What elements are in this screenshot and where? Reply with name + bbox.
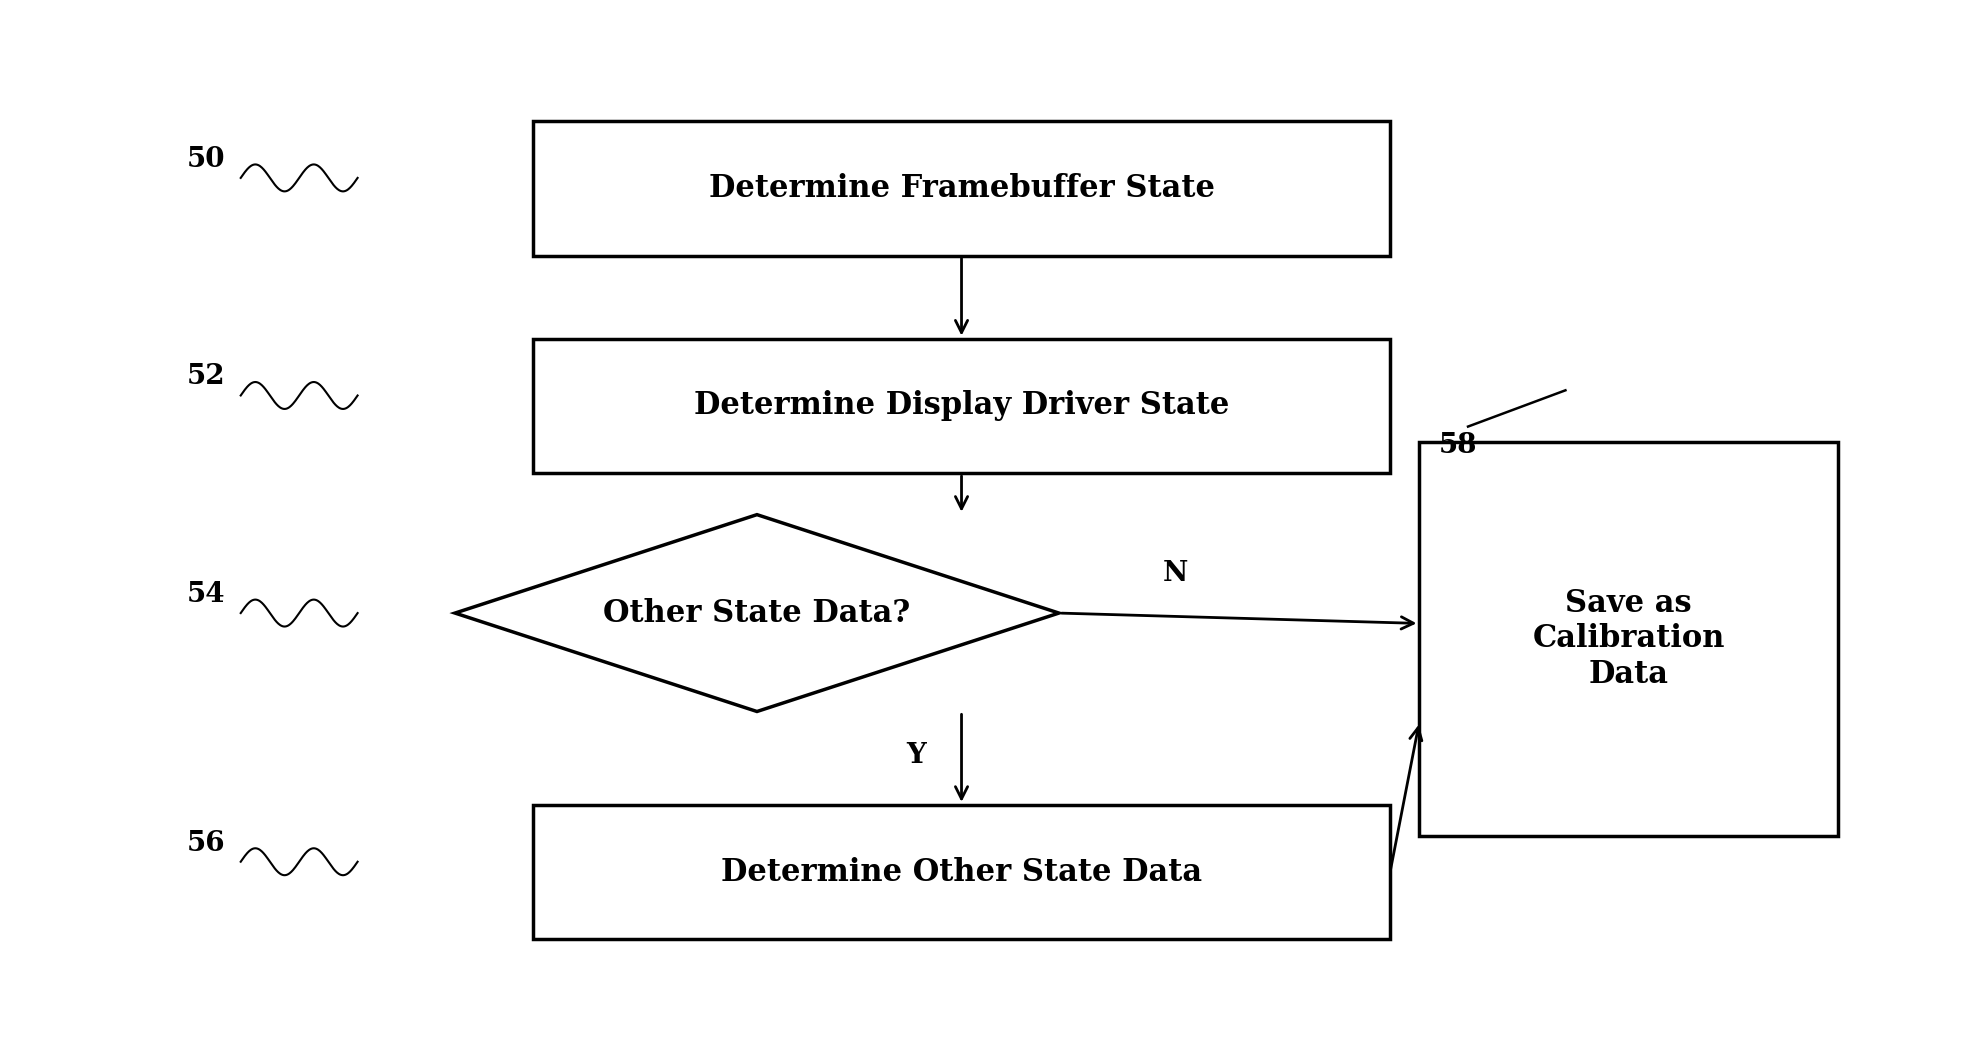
Text: Determine Framebuffer State: Determine Framebuffer State (708, 173, 1214, 204)
Text: 52: 52 (186, 363, 226, 391)
Bar (1419, 442, 1838, 836)
Bar (534, 121, 1391, 255)
Bar (534, 804, 1391, 940)
Polygon shape (455, 514, 1059, 712)
Text: Y: Y (906, 741, 926, 769)
Text: 56: 56 (186, 830, 226, 857)
Text: 54: 54 (186, 581, 226, 608)
Text: Determine Other State Data: Determine Other State Data (720, 857, 1203, 887)
Text: 58: 58 (1438, 432, 1477, 459)
Text: Other State Data?: Other State Data? (604, 597, 910, 629)
Bar (534, 338, 1391, 474)
Text: N: N (1163, 560, 1189, 587)
Text: Save as
Calibration
Data: Save as Calibration Data (1532, 588, 1725, 690)
Text: Determine Display Driver State: Determine Display Driver State (695, 391, 1230, 421)
Text: 50: 50 (186, 146, 226, 172)
